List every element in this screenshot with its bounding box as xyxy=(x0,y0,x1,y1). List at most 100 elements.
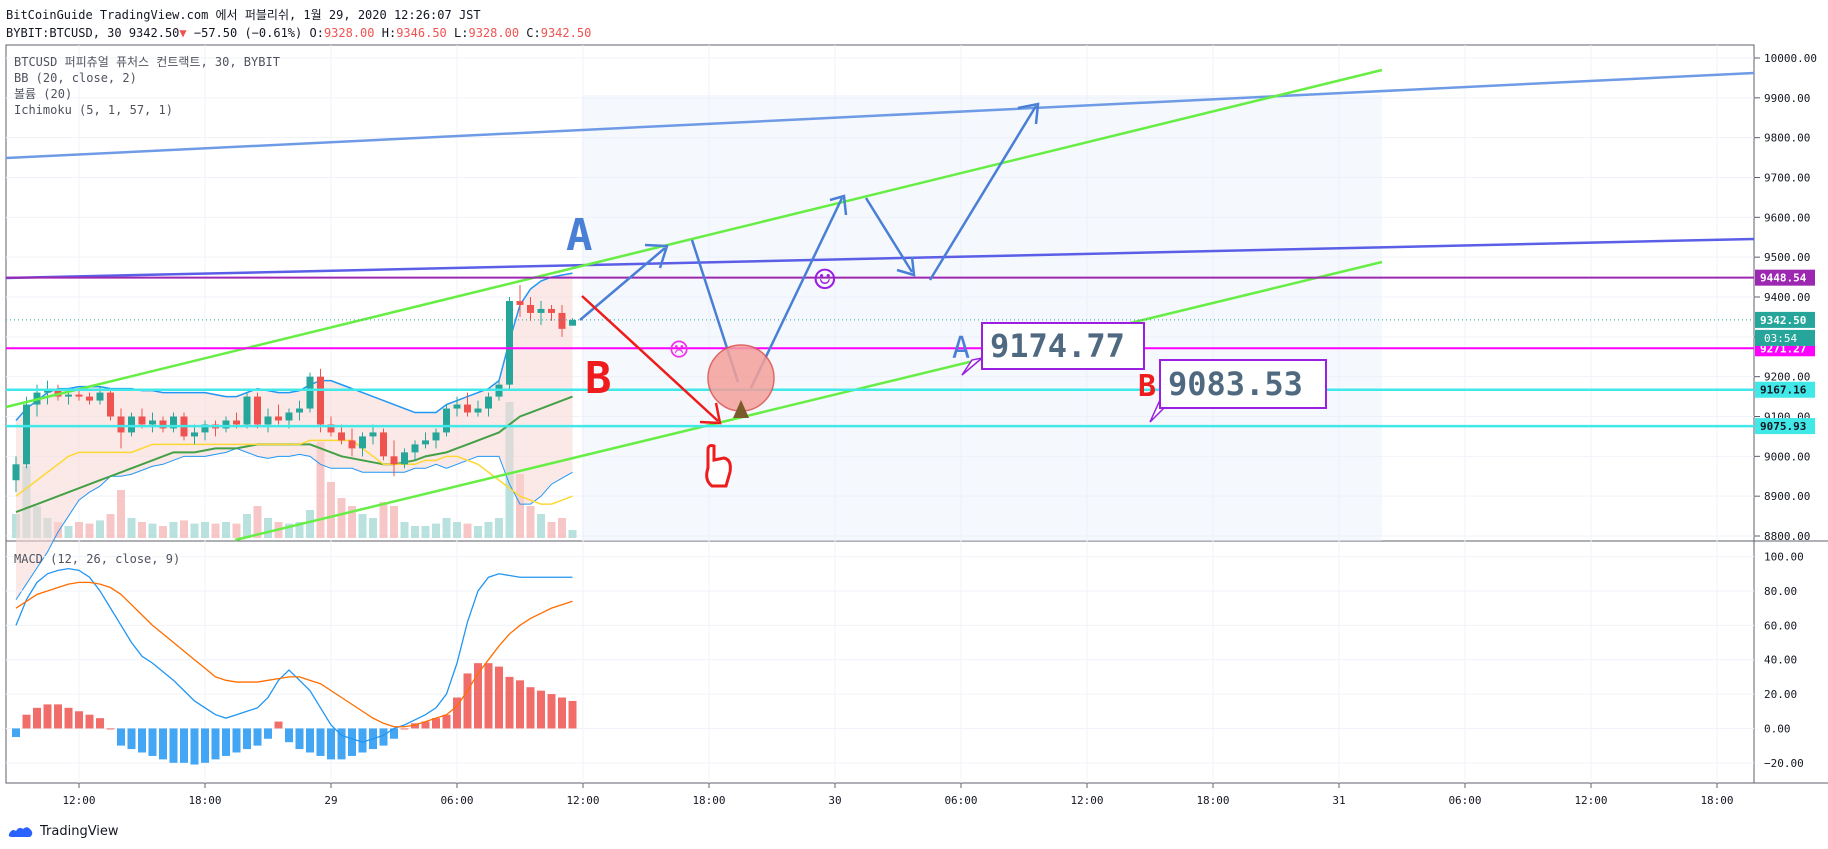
candle-body xyxy=(254,396,261,425)
macd-line xyxy=(15,567,573,743)
legend-title[interactable]: BTCUSD 퍼피츄얼 퓨처스 컨트랙트, 30, BYBIT xyxy=(14,55,280,69)
volume-bar xyxy=(75,522,83,538)
candle-body xyxy=(86,396,93,401)
volume-bar xyxy=(316,442,325,538)
macd-histogram-bar xyxy=(295,728,304,750)
candle-body xyxy=(380,432,387,457)
candle-body xyxy=(264,416,272,425)
time-tick-label: 31 xyxy=(1332,794,1345,807)
channel-top xyxy=(5,68,1383,409)
volume-bar xyxy=(516,474,524,538)
candle-body xyxy=(128,416,135,433)
price-tick-label: 8800.00 xyxy=(1764,530,1810,543)
macd-histogram-bar xyxy=(400,728,409,730)
pointing-hand-icon xyxy=(705,444,732,488)
macd-histogram-bar xyxy=(285,728,293,743)
macd-histogram-bar xyxy=(117,728,125,746)
macd-histogram-bar xyxy=(190,728,199,765)
volume-bar xyxy=(96,520,104,538)
time-tick-label: 12:00 xyxy=(1574,794,1607,807)
candle-body xyxy=(54,388,62,397)
frown-icon: ☹ xyxy=(670,333,688,368)
time-tick-label: 18:00 xyxy=(692,794,725,807)
price-tick-label: 9500.00 xyxy=(1764,251,1810,264)
macd-histogram-bar xyxy=(159,728,167,760)
macd-histogram-bar xyxy=(274,721,283,729)
candle-body xyxy=(12,464,20,481)
volume-bar xyxy=(474,526,482,538)
volume-bar xyxy=(369,518,377,538)
close-label: C: xyxy=(526,26,541,40)
volume-bar xyxy=(127,518,136,538)
macd-axis[interactable]: −20.00 0.00 20.00 40.00 60.00 80.00 100.00 xyxy=(1764,551,1804,770)
volume-bar xyxy=(432,523,440,538)
footer: TradingView xyxy=(8,824,119,839)
volume-bar xyxy=(484,522,493,538)
signal-line xyxy=(15,581,573,728)
volume-bar xyxy=(568,530,577,538)
macd-histogram-bar xyxy=(232,728,241,753)
box-a xyxy=(981,322,1145,370)
macd-histogram-bar xyxy=(421,721,430,729)
macd-histogram-bar xyxy=(306,728,314,753)
volume-bar xyxy=(159,526,167,538)
candle-body xyxy=(306,376,314,409)
macd-histogram-bar xyxy=(463,673,472,729)
time-tick-label: 30 xyxy=(828,794,841,807)
volume-bar xyxy=(400,522,409,538)
price-axis[interactable]: 8800.008900.009000.009100.009200.009300.… xyxy=(1754,52,1817,543)
macd-histogram-bar xyxy=(537,690,545,729)
macd-histogram-bar xyxy=(106,728,115,730)
candle-body xyxy=(506,300,513,385)
volume-bar xyxy=(264,518,272,538)
legend-volume[interactable]: 볼륨 (20) xyxy=(14,87,72,101)
price-tag-purple-bg xyxy=(1755,269,1815,286)
price-tag-cyan2-bg xyxy=(1755,418,1815,435)
arrowhead xyxy=(644,243,669,269)
candle-body xyxy=(390,456,398,465)
volume-bar xyxy=(411,526,419,538)
price-tag-last-bg xyxy=(1755,311,1815,328)
macd-histogram-bar xyxy=(526,687,535,729)
countdown-label: 03:54 xyxy=(1764,332,1797,345)
candle-body xyxy=(285,412,293,421)
volume-bar xyxy=(421,526,430,538)
volume-bar xyxy=(547,522,556,538)
candle-body xyxy=(569,319,576,326)
label-b: B xyxy=(585,353,612,404)
time-tick-label: 06:00 xyxy=(944,794,977,807)
path-arrow-b xyxy=(581,295,719,422)
price-tag-cyan1: 9167.16 xyxy=(1760,384,1807,397)
box-a-letter: A xyxy=(952,331,970,366)
time-axis[interactable]: 12:00 18:00 29 06:00 12:00 18:00 30 06:00 12:00 1… xyxy=(62,783,1734,807)
volume-bar xyxy=(64,526,73,538)
candle-body xyxy=(527,304,534,313)
legend-macd[interactable]: MACD (12, 26, close, 9) xyxy=(14,552,180,566)
publish-line: BitCoinGuide TradingView.com 에서 퍼블리쉬, 1월… xyxy=(6,8,481,22)
macd-histogram-bar xyxy=(211,728,220,760)
macd-histogram-bar xyxy=(348,728,356,756)
macd-tick-label: 20.00 xyxy=(1764,688,1797,701)
volume-bar xyxy=(85,523,94,538)
trendline-mid xyxy=(5,237,1755,280)
volume-bar xyxy=(442,518,451,538)
macd-histogram-bar xyxy=(358,728,367,753)
macd-tick-label: 100.00 xyxy=(1764,551,1804,564)
candle-body xyxy=(359,436,366,449)
candle-body xyxy=(138,416,146,425)
time-tick-label: 12:00 xyxy=(62,794,95,807)
callout-tail-a xyxy=(961,356,985,376)
candle-body xyxy=(317,376,324,425)
macd-histogram-bar xyxy=(316,728,325,756)
footer-brand[interactable]: TradingView xyxy=(40,824,119,839)
box-b xyxy=(1159,359,1327,409)
legend-bb[interactable]: BB (20, close, 2) xyxy=(14,71,137,85)
candle-body xyxy=(338,432,345,441)
price-tag-cyan2: 9075.93 xyxy=(1760,420,1806,433)
volume-bar xyxy=(379,502,388,538)
path-arrow-a4 xyxy=(864,197,914,273)
legend-ichimoku[interactable]: Ichimoku (5, 1, 57, 1) xyxy=(14,103,173,117)
candle-body xyxy=(201,424,209,433)
